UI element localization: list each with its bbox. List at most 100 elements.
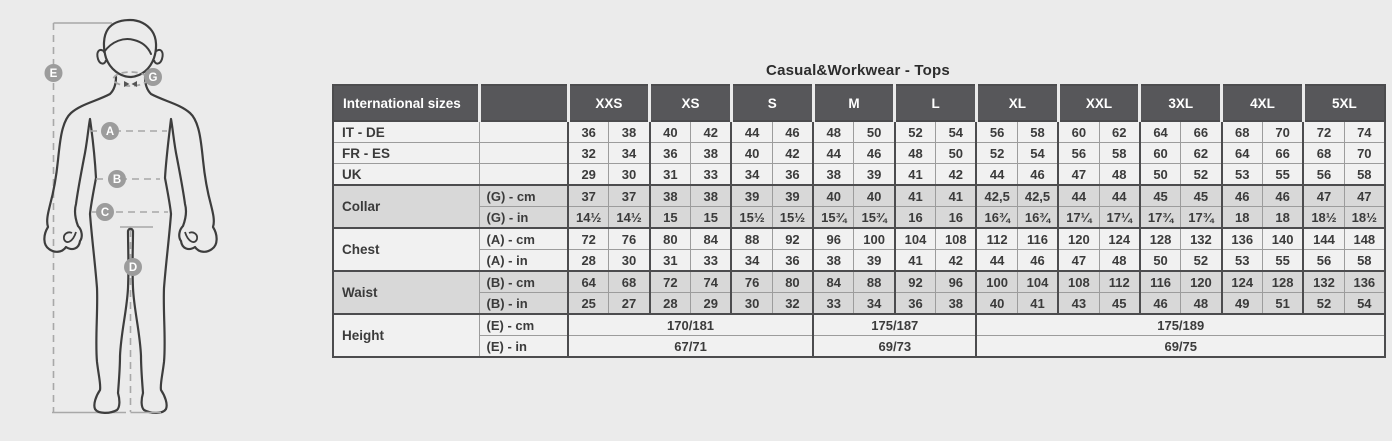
unit-label-g-in: (G) - in bbox=[478, 206, 568, 228]
label-badge-chest: A bbox=[101, 122, 119, 140]
size-value: 29 bbox=[567, 163, 609, 185]
size-value: 39 bbox=[853, 249, 895, 271]
row-label-uk: UK bbox=[333, 163, 479, 185]
size-value: 42,5 bbox=[975, 184, 1018, 207]
size-value: 56 bbox=[975, 120, 1018, 143]
size-value: 40 bbox=[648, 120, 691, 143]
size-value: 108 bbox=[935, 227, 977, 250]
label-badge-height: E bbox=[44, 64, 63, 82]
unit-label-g-cm: (G) - cm bbox=[478, 184, 568, 207]
size-value: 17¼ bbox=[1098, 206, 1140, 228]
size-value: 42 bbox=[690, 120, 732, 143]
header-size-5xl: 5XL bbox=[1301, 85, 1385, 122]
svg-text:G: G bbox=[149, 72, 158, 84]
size-value: 140 bbox=[1261, 227, 1304, 250]
size-value: 52 bbox=[1180, 163, 1222, 185]
size-value: 56 bbox=[1302, 163, 1345, 185]
size-value: 74 bbox=[690, 270, 732, 293]
unit-label-a-in: (A) - in bbox=[478, 249, 568, 271]
size-value: 30 bbox=[730, 292, 773, 314]
size-value: 48 bbox=[812, 120, 854, 143]
table-row-collar-g-cm: Collar (G) - cm 37 37 38 38 39 39 40 40 41 41 42,5 42… bbox=[333, 184, 1385, 228]
size-value: 64 bbox=[1138, 120, 1181, 143]
size-value: 15 bbox=[690, 206, 732, 228]
size-value: 52 bbox=[975, 142, 1018, 164]
size-value: 28 bbox=[648, 292, 691, 314]
label-badge-collar: G bbox=[144, 68, 162, 86]
size-value: 32 bbox=[567, 142, 609, 164]
size-value: 52 bbox=[1302, 292, 1345, 314]
size-value: 62 bbox=[1180, 142, 1222, 164]
unit-label-empty bbox=[478, 163, 568, 185]
size-value: 30 bbox=[608, 249, 650, 271]
size-value: 70 bbox=[1261, 120, 1304, 143]
size-value: 38 bbox=[935, 292, 977, 314]
size-value-span: 175/189 bbox=[975, 313, 1385, 336]
size-value: 42 bbox=[935, 249, 977, 271]
size-value: 18½ bbox=[1302, 206, 1345, 228]
collar-arrow-marker bbox=[124, 81, 137, 87]
size-value: 33 bbox=[812, 292, 854, 314]
size-value: 46 bbox=[853, 142, 895, 164]
size-value: 46 bbox=[1016, 163, 1059, 185]
size-value: 38 bbox=[690, 184, 732, 207]
size-value: 47 bbox=[1302, 184, 1345, 207]
size-value: 96 bbox=[935, 270, 977, 293]
unit-label-empty bbox=[478, 120, 568, 143]
row-label-waist: Waist bbox=[333, 270, 479, 314]
size-value: 104 bbox=[893, 227, 936, 250]
size-value: 45 bbox=[1098, 292, 1140, 314]
size-value: 16 bbox=[893, 206, 936, 228]
hair-fringe bbox=[103, 38, 152, 55]
size-value: 53 bbox=[1220, 249, 1263, 271]
header-size-xl: XL bbox=[974, 85, 1059, 122]
size-value: 32 bbox=[771, 292, 814, 314]
page-title: Casual&Workwear - Tops bbox=[766, 62, 950, 79]
size-value: 84 bbox=[690, 227, 732, 250]
size-value: 124 bbox=[1220, 270, 1263, 293]
size-value: 144 bbox=[1302, 227, 1345, 250]
size-value: 33 bbox=[690, 249, 732, 271]
size-value: 80 bbox=[771, 270, 814, 293]
size-value: 48 bbox=[893, 142, 936, 164]
size-value: 30 bbox=[608, 163, 650, 185]
left-hand-curl bbox=[62, 231, 77, 243]
size-value: 47 bbox=[1057, 249, 1100, 271]
size-value: 41 bbox=[1016, 292, 1059, 314]
size-value: 58 bbox=[1016, 120, 1059, 143]
row-label-collar: Collar bbox=[333, 184, 479, 228]
svg-text:E: E bbox=[50, 68, 58, 80]
size-value: 17¼ bbox=[1057, 206, 1100, 228]
head-outline bbox=[102, 18, 158, 79]
size-value: 39 bbox=[853, 163, 895, 185]
size-value: 34 bbox=[730, 249, 773, 271]
size-value: 45 bbox=[1138, 184, 1181, 207]
size-value: 41 bbox=[893, 163, 936, 185]
size-value: 15¾ bbox=[853, 206, 895, 228]
header-size-m: M bbox=[811, 85, 895, 122]
size-value: 100 bbox=[975, 270, 1018, 293]
size-value: 84 bbox=[812, 270, 854, 293]
size-value: 55 bbox=[1261, 249, 1304, 271]
size-value: 54 bbox=[1016, 142, 1059, 164]
size-value: 116 bbox=[1016, 227, 1059, 250]
size-value: 68 bbox=[1220, 120, 1263, 143]
header-size-4xl: 4XL bbox=[1220, 85, 1304, 122]
size-value: 40 bbox=[975, 292, 1018, 314]
size-value: 92 bbox=[771, 227, 814, 250]
unit-label-e-cm: (E) - cm bbox=[478, 313, 568, 336]
size-value: 41 bbox=[893, 184, 936, 207]
size-value: 34 bbox=[730, 163, 773, 185]
label-badge-waist: B bbox=[108, 170, 126, 188]
table-row-it-de: IT - DE 36 38 40 42 44 46 48 50 52 54 56 58 60 62 64 66 6… bbox=[333, 120, 1385, 143]
header-size-xxl: XXL bbox=[1056, 85, 1140, 122]
size-value: 14½ bbox=[608, 206, 650, 228]
size-value: 104 bbox=[1016, 270, 1059, 293]
size-value: 39 bbox=[771, 184, 814, 207]
size-value: 53 bbox=[1220, 163, 1263, 185]
size-value: 25 bbox=[567, 292, 609, 314]
size-value: 48 bbox=[1098, 249, 1140, 271]
size-value: 40 bbox=[730, 142, 773, 164]
size-value: 52 bbox=[893, 120, 936, 143]
size-value: 92 bbox=[893, 270, 936, 293]
